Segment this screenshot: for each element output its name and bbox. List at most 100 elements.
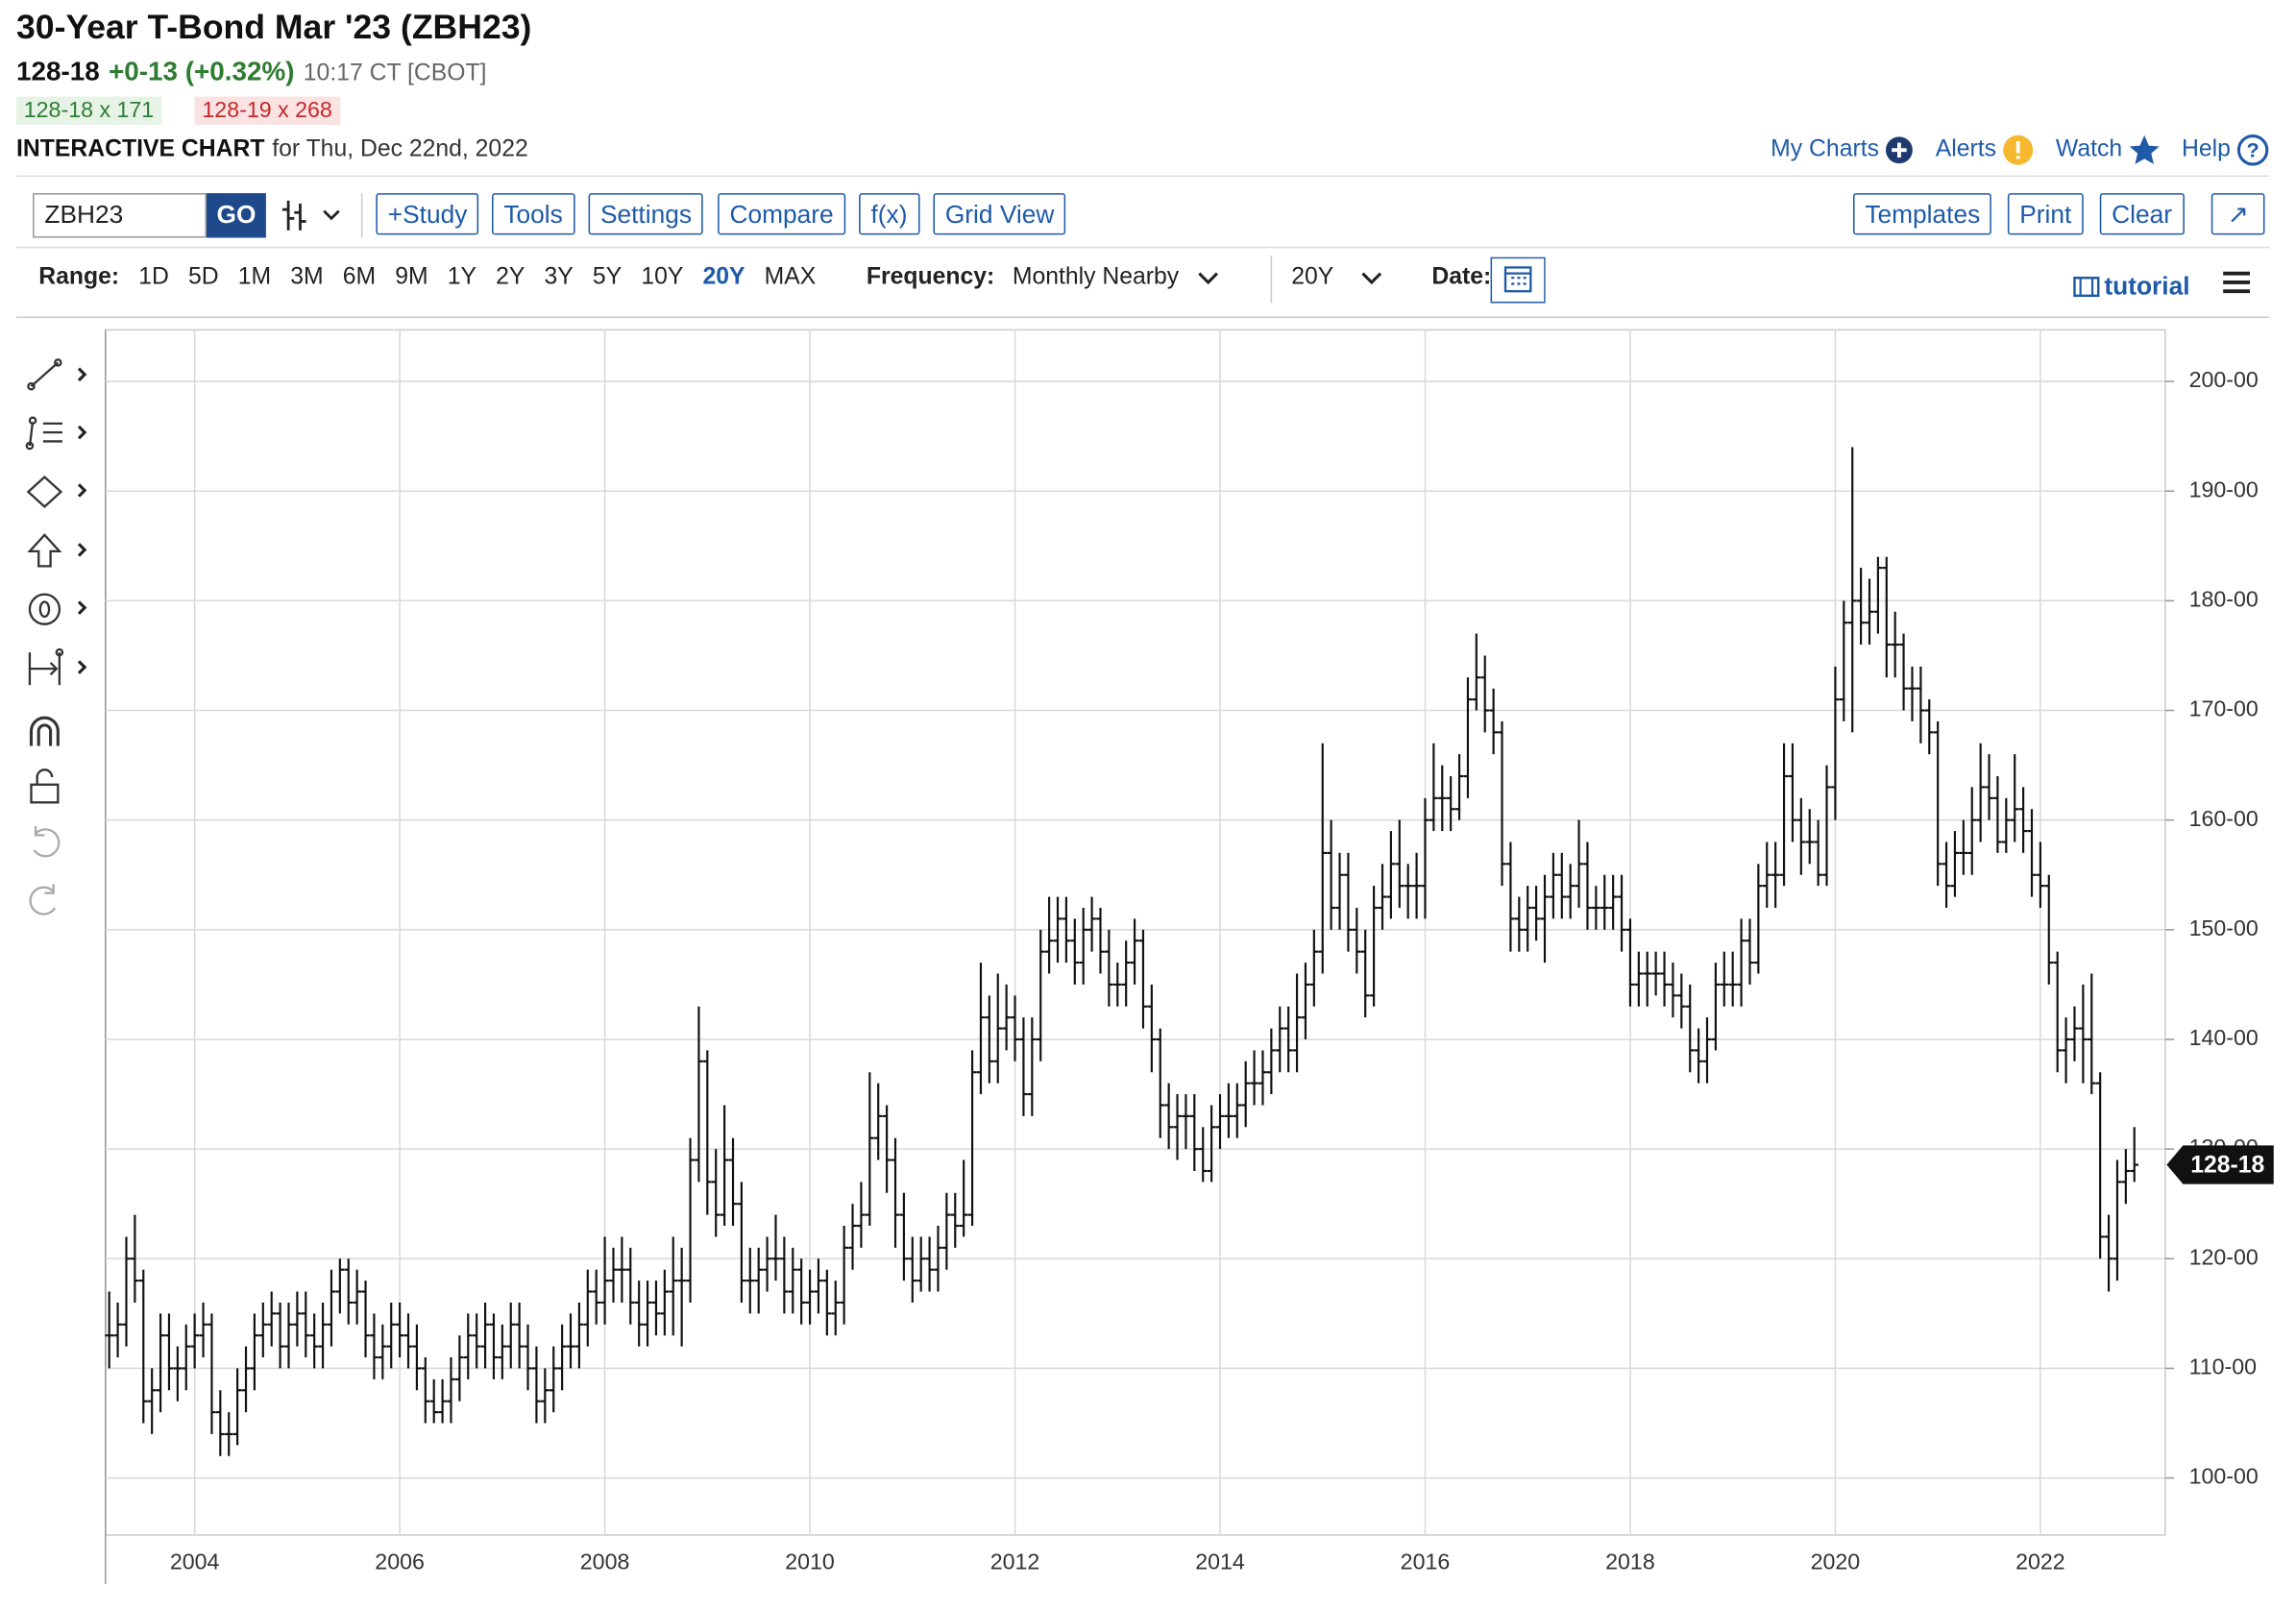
- chart-label: INTERACTIVE CHART: [16, 136, 265, 162]
- range-button[interactable]: 1Y: [447, 264, 477, 290]
- range-button[interactable]: 2Y: [496, 264, 525, 290]
- ask: 128-19 x 268: [194, 96, 340, 125]
- help-icon: ?: [2236, 134, 2269, 166]
- y-tick-label: 170-00: [2189, 696, 2259, 721]
- title: 30-Year T-Bond Mar '23 (ZBH23): [16, 7, 532, 46]
- date-label: Date:: [1431, 264, 1492, 290]
- y-tick-label: 110-00: [2189, 1354, 2257, 1379]
- separator: [1270, 256, 1273, 304]
- range-button[interactable]: 1D: [138, 264, 169, 290]
- y-tick-label: 200-00: [2189, 367, 2259, 392]
- tool-measure[interactable]: [28, 647, 64, 686]
- range-button[interactable]: 5Y: [592, 264, 623, 290]
- go-button[interactable]: GO: [207, 193, 266, 238]
- toolbar-button[interactable]: Settings: [588, 193, 704, 235]
- tool-magnet[interactable]: [29, 716, 60, 746]
- menu-icon[interactable]: [2222, 269, 2252, 296]
- y-tick-label: 150-00: [2189, 915, 2259, 940]
- toolbar-button[interactable]: Clear: [2099, 193, 2185, 235]
- help[interactable]: Help?: [2182, 134, 2269, 166]
- top-links: My Charts Alerts Watch Help?: [1771, 134, 2269, 166]
- y-tick-label: 190-00: [2189, 476, 2259, 501]
- link-text: My Charts: [1771, 136, 1879, 162]
- star-icon: [2129, 134, 2160, 164]
- quote-row: 128-18 +0-13 (+0.32%) 10:17 CT [CBOT]: [16, 57, 487, 87]
- x-tick-label: 2018: [1605, 1549, 1655, 1573]
- chart-heading: INTERACTIVE CHART for Thu, Dec 22nd, 202…: [16, 136, 528, 163]
- film-icon: [2073, 277, 2100, 298]
- range-row: Range: 1D 5D 1M 3M 6M 9M 1Y 2Y 3Y 5Y 10Y 20Y MAX: [38, 264, 816, 291]
- chart-date: for Thu, Dec 22nd, 2022: [272, 136, 528, 162]
- range-button[interactable]: 20Y: [702, 264, 745, 290]
- last-price: 128-18: [16, 56, 100, 86]
- tool-line[interactable]: [27, 358, 62, 391]
- frequency-label: Frequency:: [866, 264, 995, 290]
- tutorial-text: tutorial: [2104, 272, 2190, 301]
- x-tick-label: 2004: [170, 1549, 220, 1573]
- watch[interactable]: Watch: [2056, 134, 2161, 166]
- toolbar-button[interactable]: f(x): [859, 193, 919, 235]
- x-tick-label: 2022: [2015, 1549, 2065, 1573]
- y-tick-label: 140-00: [2189, 1025, 2259, 1050]
- range-button[interactable]: MAX: [764, 264, 817, 290]
- chevron: [1198, 272, 1219, 285]
- tool-redo[interactable]: [29, 884, 57, 915]
- x-tick-label: 2012: [990, 1549, 1040, 1573]
- divider: [16, 316, 2270, 319]
- toolbar-button[interactable]: Compare: [718, 193, 846, 235]
- x-tick-label: 2016: [1401, 1549, 1451, 1573]
- x-tick-label: 2010: [785, 1549, 835, 1573]
- calendar-button[interactable]: [1490, 256, 1546, 304]
- price-change: +0-13 (+0.32%): [109, 56, 295, 86]
- tool-shape[interactable]: [26, 475, 63, 509]
- alert-icon: [2003, 134, 2034, 165]
- frequency-select[interactable]: Monthly Nearby: [1012, 264, 1180, 290]
- link-text: Help: [2181, 136, 2231, 162]
- symbol-input[interactable]: ZBH23: [33, 193, 208, 238]
- separator: [360, 193, 363, 238]
- toolbar-button[interactable]: +Study: [376, 193, 479, 235]
- y-tick-label: 100-00: [2189, 1464, 2259, 1489]
- x-tick-label: 2014: [1195, 1549, 1245, 1573]
- svg-text:?: ?: [2246, 138, 2259, 162]
- range-button[interactable]: 3Y: [544, 264, 574, 290]
- x-tick-label: 2020: [1811, 1549, 1861, 1573]
- y-tick-label: 180-00: [2189, 586, 2259, 611]
- range-button[interactable]: 10Y: [641, 264, 684, 290]
- tool-arrow[interactable]: [27, 533, 62, 568]
- tool-text[interactable]: [28, 593, 61, 625]
- range-button[interactable]: 1M: [237, 264, 272, 290]
- chart-type-icon[interactable]: [280, 198, 342, 233]
- toolbar-button[interactable]: Templates: [1852, 193, 1992, 235]
- period-row: 20Y Date:: [1291, 264, 1491, 291]
- tutorial-link[interactable]: tutorial: [2073, 272, 2190, 302]
- tool-fib[interactable]: [25, 416, 62, 451]
- link-text: Alerts: [1935, 136, 1997, 162]
- y-tick-label: 120-00: [2189, 1244, 2259, 1269]
- range-button[interactable]: 6M: [342, 264, 377, 290]
- range-button[interactable]: 5D: [187, 264, 219, 290]
- link-text: Watch: [2055, 136, 2123, 162]
- expand-button[interactable]: ↗: [2211, 193, 2265, 235]
- divider: [16, 246, 2270, 249]
- frequency-row: Frequency: Monthly Nearby: [867, 264, 1221, 291]
- y-tick-label: 160-00: [2189, 806, 2259, 831]
- my-charts[interactable]: My Charts: [1771, 134, 1915, 166]
- toolbar-button[interactable]: Tools: [492, 193, 575, 235]
- range-button[interactable]: 9M: [395, 264, 428, 290]
- tool-undo[interactable]: [33, 826, 61, 858]
- expand-arrows: [77, 367, 87, 674]
- quote-time: 10:17 CT [CBOT]: [303, 61, 487, 86]
- toolbar-button[interactable]: Print: [2007, 193, 2084, 235]
- alerts[interactable]: Alerts: [1936, 134, 2035, 166]
- range-label: Range:: [38, 264, 120, 290]
- period-select[interactable]: 20Y: [1291, 264, 1334, 290]
- chevron: [1362, 272, 1382, 285]
- range-button[interactable]: 3M: [290, 264, 324, 290]
- tool-lock[interactable]: [30, 768, 60, 804]
- toolbar-button[interactable]: Grid View: [933, 193, 1066, 235]
- last-price-tag: [2166, 1145, 2274, 1184]
